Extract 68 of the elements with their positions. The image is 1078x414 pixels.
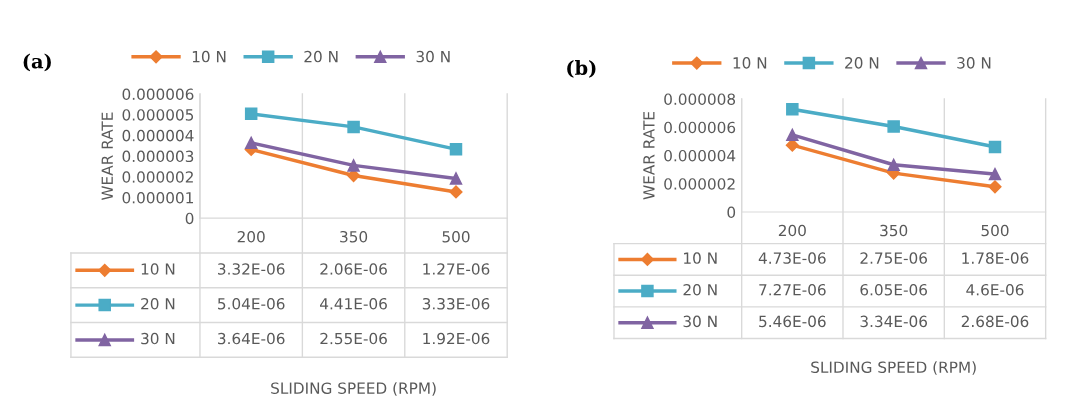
y-tick-label: 0.000006 bbox=[664, 121, 736, 134]
data-label: 7.27E-06 bbox=[759, 283, 826, 296]
legend-label: 10 N bbox=[733, 57, 767, 69]
x-tick-label: 350 bbox=[340, 230, 368, 243]
data-label: 1.92E-06 bbox=[423, 332, 490, 345]
y-axis-title: WEAR RATE bbox=[101, 112, 113, 201]
data-label: 3.32E-06 bbox=[218, 263, 285, 275]
data-label: 4.6E-06 bbox=[966, 283, 1024, 296]
data-label: 3.33E-06 bbox=[422, 297, 490, 310]
point bbox=[988, 140, 1002, 154]
data-label: 2.68E-06 bbox=[961, 315, 1029, 328]
data-label: 2.75E-06 bbox=[860, 252, 928, 264]
y-tick-label: 0.000001 bbox=[122, 191, 193, 204]
point bbox=[244, 136, 258, 150]
y-tick-label: 0 bbox=[727, 206, 736, 218]
point bbox=[449, 172, 463, 185]
y-tick-label: 0.000004 bbox=[122, 129, 194, 142]
point bbox=[887, 158, 900, 172]
point bbox=[347, 120, 360, 134]
text: 30 N bbox=[141, 332, 175, 345]
x-tick-label: 500 bbox=[981, 224, 1009, 237]
y-tick-label: 0.000002 bbox=[122, 171, 193, 183]
data-label: 5.46E-06 bbox=[759, 315, 826, 328]
legend-label: 20 N bbox=[845, 57, 879, 69]
point bbox=[786, 128, 799, 142]
x-axis-title: SLIDING SPEED (RPM) bbox=[811, 361, 976, 375]
text: 10 N bbox=[141, 263, 175, 275]
data-label: 6.05E-06 bbox=[860, 283, 928, 296]
point bbox=[347, 159, 360, 172]
text: 30 N bbox=[683, 315, 717, 328]
y-tick-label: 0.000005 bbox=[122, 109, 194, 121]
y-tick-label: 0.000003 bbox=[122, 150, 194, 163]
point bbox=[988, 180, 1002, 194]
y-tick-label: 0.000008 bbox=[664, 93, 736, 105]
y-axis-title: WEAR RATE bbox=[643, 111, 655, 200]
text: (a) bbox=[23, 53, 51, 72]
data-label: 5.04E-06 bbox=[218, 297, 285, 310]
point bbox=[988, 167, 1002, 181]
point bbox=[887, 120, 900, 133]
text: 20 N bbox=[683, 283, 717, 296]
point bbox=[449, 185, 463, 199]
point bbox=[786, 103, 799, 116]
data-label: 3.34E-06 bbox=[860, 315, 928, 328]
legend-label: 20 N bbox=[304, 50, 338, 63]
data-label: 2.55E-06 bbox=[320, 332, 387, 345]
x-axis-title: SLIDING SPEED (RPM) bbox=[271, 382, 436, 396]
x-tick-label: 200 bbox=[237, 230, 265, 243]
point bbox=[244, 107, 258, 121]
x-tick-label: 200 bbox=[778, 224, 806, 237]
data-label: 3.64E-06 bbox=[218, 332, 285, 345]
data-label: 4.41E-06 bbox=[320, 297, 387, 310]
point bbox=[449, 142, 463, 156]
data-label: 4.73E-06 bbox=[758, 252, 826, 264]
legend-label: 30 N bbox=[416, 50, 450, 63]
data-label: 1.27E-06 bbox=[423, 263, 490, 275]
legend-label: 10 N bbox=[192, 50, 226, 63]
data-label: 2.06E-06 bbox=[320, 263, 387, 275]
y-tick-label: 0.000006 bbox=[122, 88, 194, 100]
x-tick-label: 350 bbox=[880, 224, 908, 237]
y-tick-label: 0 bbox=[185, 212, 194, 225]
y-tick-label: 0.000004 bbox=[664, 149, 736, 162]
text: 10 N bbox=[684, 252, 717, 264]
text: (b) bbox=[567, 60, 596, 78]
data-label: 1.78E-06 bbox=[962, 252, 1029, 264]
text: 20 N bbox=[141, 297, 175, 310]
x-tick-label: 500 bbox=[442, 230, 470, 243]
legend-label: 30 N bbox=[957, 57, 991, 69]
y-tick-label: 0.000002 bbox=[664, 178, 735, 190]
